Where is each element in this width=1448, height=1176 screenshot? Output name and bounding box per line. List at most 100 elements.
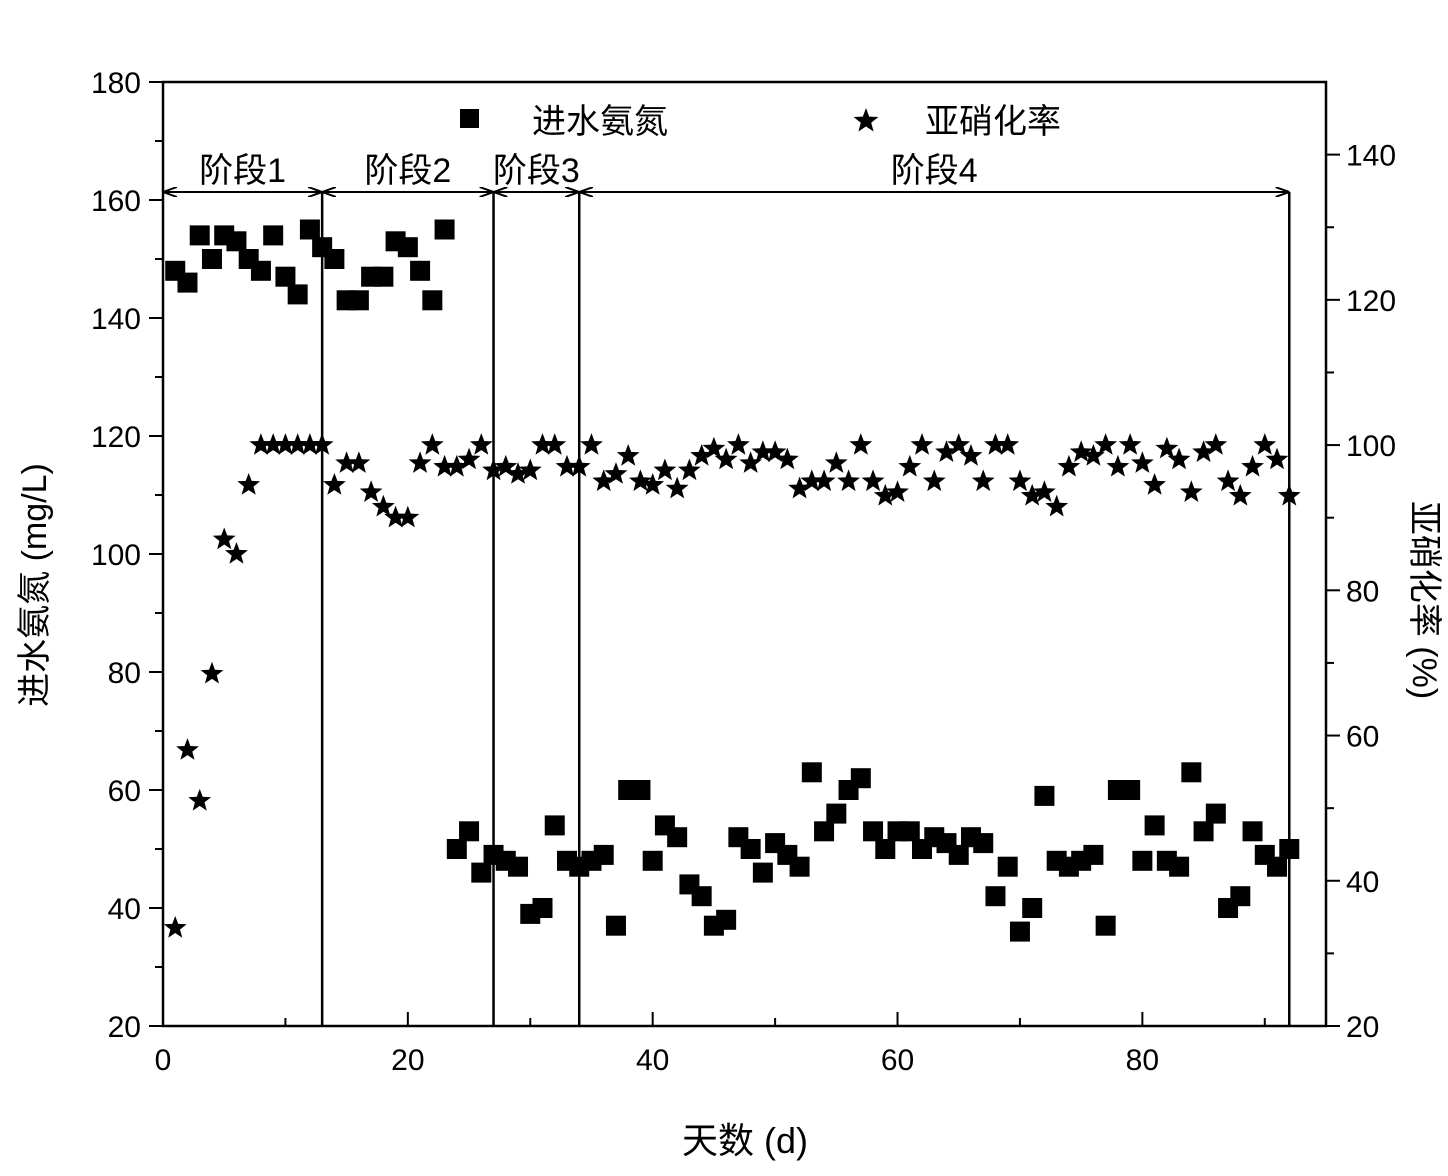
nitritation-point	[678, 458, 701, 481]
nitritation-point	[261, 433, 285, 455]
right-y-tick-label: 40	[1346, 866, 1379, 899]
ammonia-point	[973, 833, 994, 854]
ammonia-point	[422, 290, 443, 311]
ammonia-point	[1193, 821, 1214, 842]
ammonia-point	[397, 237, 418, 258]
nitritation-point	[1155, 436, 1179, 459]
ammonia-point	[875, 839, 896, 859]
left-y-tick-label: 160	[91, 185, 141, 218]
nitritation-point	[739, 451, 762, 473]
x-tick-label: 60	[881, 1044, 914, 1077]
nitritation-point	[531, 433, 554, 455]
nitritation-point	[996, 433, 1020, 455]
nitritation-point	[837, 469, 860, 492]
nitritation-point	[727, 433, 750, 455]
right-y-tick-label: 20	[1346, 1011, 1379, 1044]
right-y-tick-label: 140	[1346, 140, 1396, 173]
nitritation-point	[506, 462, 530, 484]
nitritation-point	[1277, 483, 1301, 506]
nitritation-point	[873, 483, 897, 506]
ammonia-point	[1120, 780, 1141, 800]
nitritation-point	[1167, 447, 1191, 470]
nitritation-point	[1228, 483, 1252, 506]
nitritation-point	[347, 451, 371, 473]
ammonia-point	[410, 260, 431, 281]
ammonia-point	[263, 225, 284, 246]
nitritation-point	[629, 469, 652, 492]
ammonia-point	[863, 821, 884, 842]
ammonia-point	[593, 844, 614, 865]
ammonia-point	[250, 260, 271, 281]
ammonia-point	[299, 219, 320, 240]
stage-boundaries	[320, 192, 1291, 1026]
ammonia-point	[630, 780, 651, 800]
ammonia-point	[1022, 898, 1043, 918]
nitritation-point	[188, 788, 212, 811]
nitritation-point	[1069, 440, 1093, 462]
ammonia-point	[1009, 921, 1030, 942]
nitritation-point	[457, 447, 481, 470]
nitritation-point	[445, 454, 469, 477]
ammonia-point	[1267, 856, 1288, 877]
stage-label: 阶段3	[493, 152, 580, 190]
ammonia-point	[1034, 785, 1055, 806]
nitritation-point	[1216, 469, 1240, 492]
nitritation-point	[947, 433, 971, 455]
ammonia-point	[691, 886, 712, 907]
ammonia-point	[1095, 915, 1116, 936]
nitritation-point	[176, 738, 199, 760]
nitritation-point	[555, 454, 579, 477]
ammonia-point	[716, 909, 737, 930]
right-y-axis: 20 40 60 80 100 120 140	[1326, 140, 1396, 1044]
ammonia-point	[605, 915, 626, 936]
ammonia-point	[177, 272, 198, 293]
nitritation-point	[935, 440, 958, 462]
nitritation-point	[971, 469, 995, 492]
ammonia-point	[752, 862, 773, 883]
nitritation-point	[1179, 480, 1203, 502]
series-influent-ammonia	[165, 219, 1300, 942]
nitritation-point	[1118, 433, 1142, 455]
nitritation-point	[665, 476, 689, 499]
ammonia-point	[1181, 762, 1202, 783]
x-tick-label: 80	[1126, 1044, 1159, 1077]
nitritation-point	[1094, 433, 1118, 455]
ammonia-point	[544, 815, 565, 836]
nitritation-point	[518, 458, 542, 481]
x-tick-label: 0	[155, 1044, 172, 1077]
right-y-tick-label: 60	[1346, 721, 1379, 754]
nitritation-point	[788, 476, 811, 499]
legend-marker-square	[460, 109, 479, 128]
nitritation-point	[824, 451, 848, 473]
ammonia-point	[324, 249, 345, 269]
ammonia-point	[434, 219, 455, 240]
legend: 进水氨氮 亚硝化率	[460, 103, 1061, 141]
series-nitritation-rate	[163, 433, 1301, 938]
ammonia-point	[373, 266, 394, 287]
legend-label-star: 亚硝化率	[925, 103, 1061, 141]
right-y-tick-label: 80	[1346, 575, 1379, 608]
left-y-tick-label: 100	[91, 539, 141, 572]
nitritation-point	[1033, 480, 1056, 502]
ammonia-point	[201, 249, 222, 269]
nitritation-point	[335, 451, 358, 473]
nitritation-point	[922, 469, 946, 492]
ammonia-point	[1230, 886, 1251, 907]
ammonia-point	[459, 821, 480, 842]
ammonia-point	[1144, 815, 1165, 836]
ammonia-point	[740, 839, 761, 859]
ammonia-point	[642, 850, 663, 871]
nitritation-point	[1082, 444, 1105, 466]
nitritation-point	[323, 473, 346, 495]
nitritation-point	[225, 542, 248, 564]
nitritation-point	[580, 433, 603, 455]
ammonia-point	[287, 284, 308, 305]
nitritation-point	[1143, 473, 1166, 495]
nitritation-point	[886, 480, 909, 502]
ammonia-point	[1205, 803, 1226, 824]
ammonia-point	[814, 821, 835, 842]
legend-label-square: 进水氨氮	[532, 103, 668, 141]
ammonia-point	[826, 803, 847, 824]
nitritation-point	[702, 436, 726, 459]
